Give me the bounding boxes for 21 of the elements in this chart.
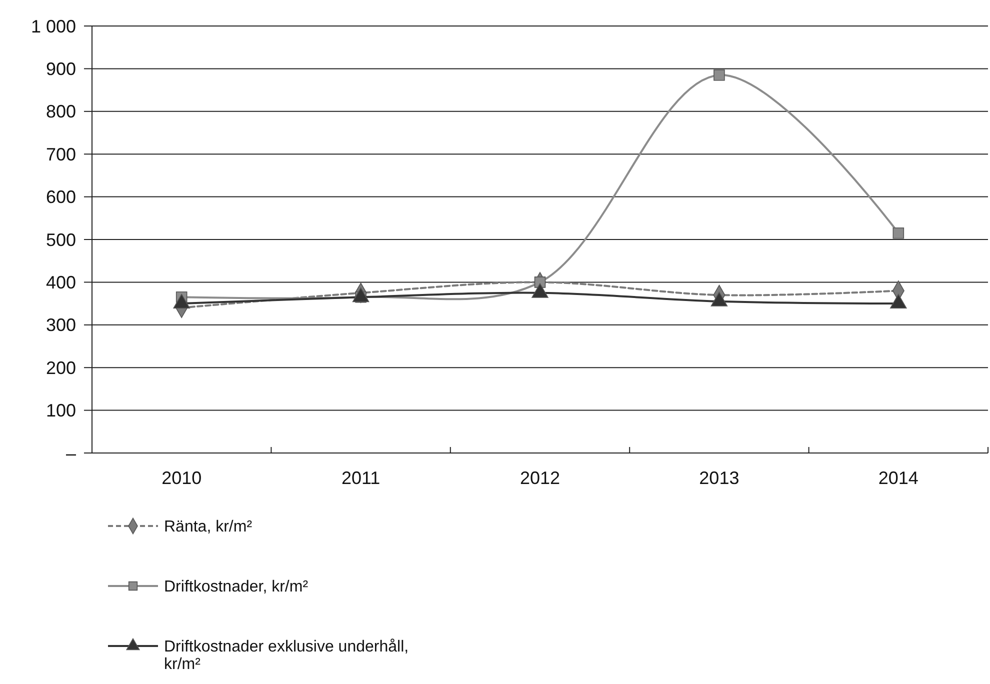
y-tick-label: 600 [46,187,76,208]
y-tick-label: 200 [46,358,76,378]
y-tick-label: 100 [46,400,76,421]
x-tick-label: 2014 [878,468,918,488]
x-tick-label: 2013 [699,468,740,488]
y-tick-label: 700 [46,144,76,164]
y-tick-label: – [66,443,76,464]
legend-label: Driftkostnader, kr/m² [164,578,309,596]
x-tick-label: 2011 [341,468,380,488]
y-tick-label: 1 000 [30,16,76,36]
legend-label: Ränta, kr/m² [164,518,253,536]
y-tick-label: 900 [46,59,76,79]
y-tick-label: 400 [46,272,76,292]
y-tick-label: 800 [46,102,76,122]
y-tick-label: 300 [46,315,76,336]
x-tick-label: 2010 [162,468,202,488]
y-tick-label: 500 [46,230,76,250]
point [892,227,904,239]
legend-label: Driftkostnader exklusive underhåll, kr/m² [164,638,409,674]
x-tick-label: 2012 [520,468,560,488]
point [714,69,725,81]
